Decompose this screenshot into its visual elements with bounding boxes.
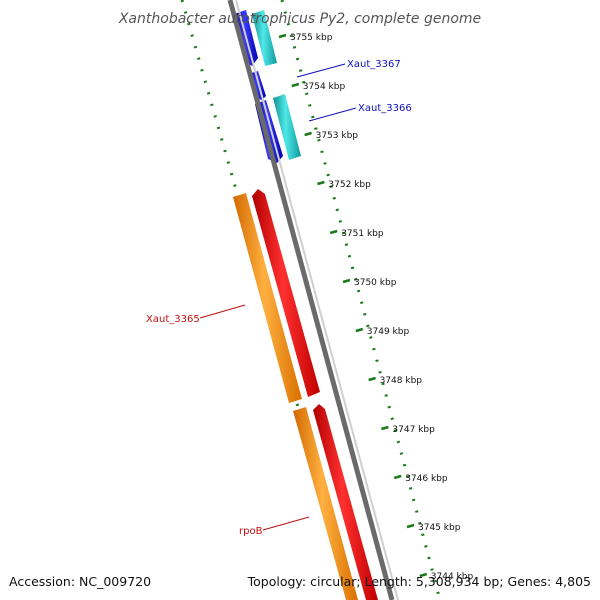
tick-mark xyxy=(406,523,415,529)
leader-xaut-3365 xyxy=(199,304,246,319)
leader-xaut-3367 xyxy=(296,63,346,78)
gene-label-xaut-3366[interactable]: Xaut_3366 xyxy=(358,103,412,114)
tick-label: 3750 kbp xyxy=(354,278,397,288)
tick-label: 3744 kbp xyxy=(431,572,474,582)
tick-label: 3747 kbp xyxy=(392,425,435,435)
tick-mark xyxy=(278,33,287,39)
cds-arrow-xaut-3365 xyxy=(252,189,320,397)
tick-mark xyxy=(291,82,300,88)
scale-ticks: 3755 kbp 3754 kbp 3753 kbp 3752 kbp 3751 kbp… xyxy=(278,33,474,582)
tick-label: 3754 kbp xyxy=(303,82,346,92)
tick-mark xyxy=(393,474,402,480)
leader-rpob xyxy=(262,516,310,531)
tick-mark xyxy=(368,376,376,382)
cds-arrow-rpob xyxy=(313,404,378,600)
gene-label-xaut-3367[interactable]: Xaut_3367 xyxy=(347,59,401,70)
tick-label: 3745 kbp xyxy=(418,523,461,533)
tick-label: 3752 kbp xyxy=(328,180,371,190)
gene-block-xaut-3365 xyxy=(233,193,302,403)
feature-xaut-3365 xyxy=(233,189,320,403)
tick-mark xyxy=(381,425,389,431)
tick-label: 3753 kbp xyxy=(316,131,359,141)
gene-label-rpob[interactable]: rpoB xyxy=(239,526,263,537)
feature-rpob xyxy=(293,404,378,600)
tick-label: 3746 kbp xyxy=(405,474,448,484)
tick-mark xyxy=(419,572,428,578)
gene-block-top xyxy=(252,10,277,66)
map-title: Xanthobacter autotrophicus Py2, complete… xyxy=(118,11,481,27)
tick-label: 3748 kbp xyxy=(380,376,423,386)
tick-mark xyxy=(304,131,312,137)
tick-label: 3749 kbp xyxy=(367,327,410,337)
gene-label-leaders xyxy=(199,63,357,531)
genome-summary-text: Topology: circular; Length: 5,308,934 bp… xyxy=(247,574,591,589)
gene-label-xaut-3365[interactable]: Xaut_3365 xyxy=(146,314,200,325)
tick-label: 3755 kbp xyxy=(290,33,333,43)
tick-mark xyxy=(355,327,364,333)
gene-block-xaut-3366 xyxy=(273,94,301,160)
dotted-ring-right xyxy=(280,0,442,600)
tick-mark xyxy=(342,278,351,284)
gene-block-rpob xyxy=(293,407,358,600)
leader-xaut-3366 xyxy=(308,107,357,122)
genome-backbone xyxy=(227,0,399,600)
tick-label: 3751 kbp xyxy=(341,229,384,239)
accession-text: Accession: NC_009720 xyxy=(9,574,151,589)
tick-mark xyxy=(317,180,325,186)
tick-mark xyxy=(329,229,338,235)
